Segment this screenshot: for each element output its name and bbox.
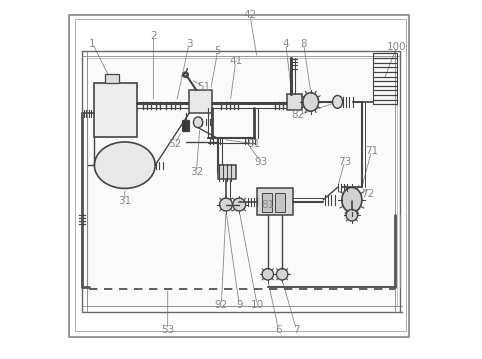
Text: 9: 9 [236, 300, 242, 310]
Text: 7: 7 [293, 325, 300, 335]
Ellipse shape [233, 198, 246, 211]
Text: 93: 93 [254, 157, 268, 167]
Text: 92: 92 [214, 300, 228, 310]
Text: 4: 4 [282, 39, 289, 48]
Ellipse shape [262, 269, 274, 280]
Text: 2: 2 [150, 32, 157, 41]
Ellipse shape [276, 269, 288, 280]
Bar [262, 193, 272, 212]
Text: 82: 82 [292, 110, 305, 120]
Text: 72: 72 [362, 189, 375, 199]
Ellipse shape [94, 142, 155, 188]
Text: 100: 100 [387, 42, 406, 52]
Text: 3: 3 [186, 39, 192, 48]
Ellipse shape [342, 187, 362, 213]
Bar [287, 94, 302, 110]
Text: 8: 8 [300, 39, 307, 48]
Text: 91: 91 [247, 139, 260, 149]
Ellipse shape [303, 93, 319, 111]
Text: 6: 6 [275, 325, 282, 335]
Text: 51: 51 [197, 81, 210, 92]
Text: 71: 71 [365, 146, 378, 156]
Bar [75, 19, 405, 331]
Bar [189, 90, 213, 113]
Bar [105, 74, 120, 83]
Text: 42: 42 [243, 10, 256, 20]
Bar [218, 165, 236, 180]
Text: 10: 10 [251, 300, 264, 310]
Ellipse shape [219, 198, 232, 211]
Ellipse shape [184, 73, 187, 77]
Text: 81: 81 [261, 200, 274, 210]
Text: 1: 1 [89, 39, 96, 48]
Ellipse shape [193, 117, 203, 128]
Bar [94, 83, 137, 136]
Bar [87, 58, 397, 307]
Bar [257, 188, 293, 215]
Bar [182, 121, 189, 131]
Text: 32: 32 [190, 167, 203, 177]
Bar [275, 193, 285, 212]
Text: 73: 73 [338, 157, 351, 167]
Ellipse shape [333, 95, 343, 108]
Text: 41: 41 [229, 56, 242, 66]
Text: 5: 5 [214, 46, 221, 56]
Text: 31: 31 [118, 196, 132, 206]
Text: 52: 52 [168, 139, 181, 149]
Ellipse shape [346, 210, 358, 221]
Text: 53: 53 [161, 325, 174, 335]
